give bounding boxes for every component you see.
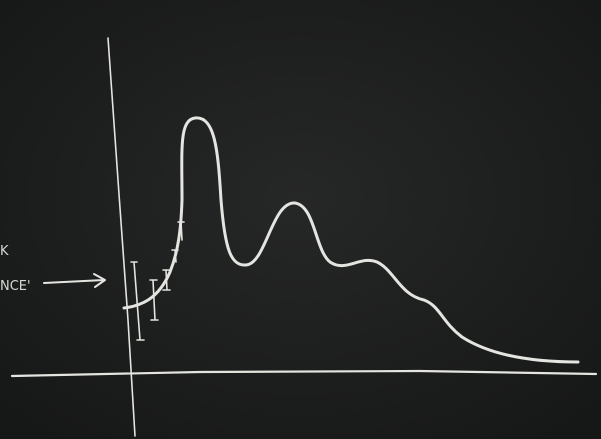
page: K NCE' (() => { const data = JSON.parse(… — [0, 0, 601, 439]
blackboard-photo: K NCE' — [0, 0, 601, 439]
board-label: NCE' — [0, 279, 31, 294]
board-label: K — [0, 244, 9, 259]
